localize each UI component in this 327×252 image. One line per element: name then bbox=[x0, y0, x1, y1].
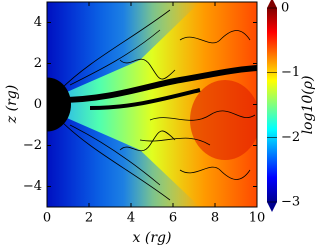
y-tick-label: −4 bbox=[23, 179, 42, 194]
y-tick-label: 2 bbox=[34, 56, 42, 71]
colorbar-tick-label: −2 bbox=[281, 130, 300, 145]
colorbar bbox=[267, 8, 277, 202]
x-tick-label: 0 bbox=[43, 211, 51, 226]
x-tick-label: 6 bbox=[169, 211, 177, 226]
colorbar-tick-label: −3 bbox=[281, 195, 300, 210]
x-axis-label: x (rg) bbox=[133, 230, 172, 246]
y-axis-label: z (rg) bbox=[4, 85, 20, 124]
colorbar-label: log10(ρ) bbox=[300, 76, 316, 135]
x-tick-label: 10 bbox=[249, 211, 266, 226]
colorbar-tick-label: 0 bbox=[281, 1, 289, 16]
colorbar-tick-label: −1 bbox=[281, 65, 300, 80]
colorbar-extend-bottom bbox=[267, 202, 277, 212]
heatmap-field bbox=[47, 2, 257, 207]
x-tick-label: 2 bbox=[85, 211, 93, 226]
x-tick-label: 4 bbox=[127, 211, 135, 226]
colorbar-extend-top bbox=[267, 0, 277, 8]
y-tick-label: 0 bbox=[34, 97, 42, 112]
y-tick-label: 4 bbox=[34, 15, 42, 30]
y-tick-label: −2 bbox=[23, 138, 42, 153]
x-tick-label: 8 bbox=[211, 211, 219, 226]
